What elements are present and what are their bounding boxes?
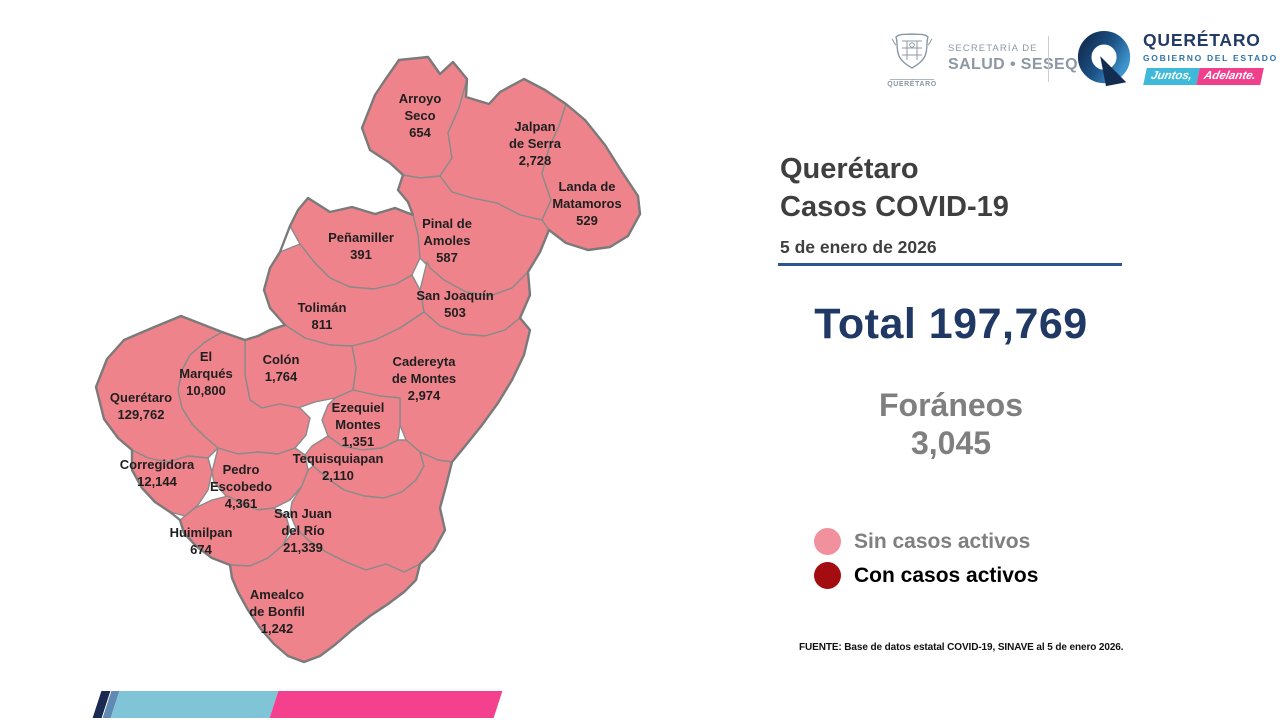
label-colon: Colón 1,764 <box>262 352 300 384</box>
state-map-svg <box>94 55 642 664</box>
label-pedro-escobedo: Pedro Escobedo 4,361 <box>209 462 273 511</box>
label-ezequiel-montes: Ezequiel Montes 1,351 <box>331 400 385 449</box>
legend-row-sin-casos: Sin casos activos <box>814 527 1038 556</box>
salud-line-small: SECRETARÍA DE <box>948 43 1038 54</box>
total-value: 197,769 <box>928 300 1088 348</box>
salud-line-big: SALUD • SESEQ <box>948 56 1078 73</box>
legend: Sin casos activos Con casos activos <box>814 527 1038 595</box>
crest-divider <box>890 79 934 80</box>
pink-circle-icon <box>814 528 841 555</box>
badge-adelante: Adelante. <box>1196 68 1264 85</box>
label-huimilpan: Huimilpan 674 <box>169 525 233 557</box>
ribbon-pink-segment <box>269 691 503 718</box>
legend-row-con-casos: Con casos activos <box>814 561 1038 590</box>
date-underline <box>778 263 1122 266</box>
label-tequisquiapan: Tequisquiapan 2,110 <box>292 451 384 483</box>
report-date: 5 de enero de 2026 <box>780 237 937 257</box>
juntos-adelante-badge: Juntos, Adelante. <box>1143 68 1264 85</box>
ribbon-cyan-segment <box>110 691 279 718</box>
title-line-1: Querétaro <box>780 153 919 185</box>
state-outline <box>94 55 642 664</box>
label-cadereyta-de-montes: Cadereyta de Montes 2,974 <box>391 354 457 403</box>
page-title: Querétaro Casos COVID-19 <box>780 150 1009 226</box>
salud-seseq-logo: QUERÉTARO SECRETARÍA DE SALUD • SESEQ <box>884 29 1078 88</box>
dark-red-circle-icon <box>814 562 841 589</box>
legend-label-con: Con casos activos <box>854 563 1039 587</box>
label-landa-de-matamoros: Landa de Matamoros 529 <box>552 179 622 228</box>
title-line-2: Casos COVID-19 <box>780 191 1009 223</box>
crest-caption: QUERÉTARO <box>887 81 937 88</box>
foraneos-block: Foráneos 3,045 <box>778 386 1124 462</box>
label-san-juan-del-rio: San Juan del Río 21,339 <box>274 506 332 555</box>
foraneos-label: Foráneos <box>878 387 1024 423</box>
legend-label-sin: Sin casos activos <box>854 529 1031 553</box>
queretaro-state-map: Arroyo Seco 654 Jalpan de Serra 2,728 Landa de… <box>94 55 642 664</box>
label-el-marques: El Marqués 10,800 <box>179 349 233 398</box>
header-logo-divider <box>1048 36 1049 82</box>
label-jalpan-de-serra: Jalpan de Serra 2,728 <box>508 119 562 168</box>
label-penamiller: Peñamiller 391 <box>328 230 394 262</box>
salud-crest: QUERÉTARO <box>884 29 940 88</box>
label-san-joaquin: San Joaquín 503 <box>416 288 494 320</box>
qro-logo-subtitle: GOBIERNO DEL ESTADO <box>1143 53 1278 63</box>
region-pedro-escobedo <box>211 447 309 511</box>
bottom-ribbon <box>92 691 503 718</box>
label-toliman: Tolimán 811 <box>297 300 347 332</box>
foraneos-value: 3,045 <box>910 425 992 461</box>
qro-logo-title: QUERÉTARO <box>1143 30 1261 50</box>
queretaro-gobierno-logo: QUERÉTARO GOBIERNO DEL ESTADO Juntos, Ad… <box>1076 30 1278 90</box>
queretaro-q-icon <box>1077 31 1131 87</box>
coat-of-arms-icon <box>891 33 933 69</box>
total-label: Total <box>814 300 917 348</box>
label-amealco-de-bonfil: Amealco de Bonfil 1,242 <box>249 587 305 636</box>
label-pinal-de-amoles: Pinal de Amoles 587 <box>422 216 472 265</box>
badge-juntos: Juntos, <box>1143 68 1200 85</box>
label-arroyo-seco: Arroyo Seco 654 <box>398 91 442 140</box>
label-queretaro: Querétaro 129,762 <box>109 390 173 422</box>
label-corregidora: Corregidora 12,144 <box>119 457 195 489</box>
source-note: FUENTE: Base de datos estatal COVID-19, … <box>799 642 1124 653</box>
total-cases: Total 197,769 <box>778 300 1124 349</box>
